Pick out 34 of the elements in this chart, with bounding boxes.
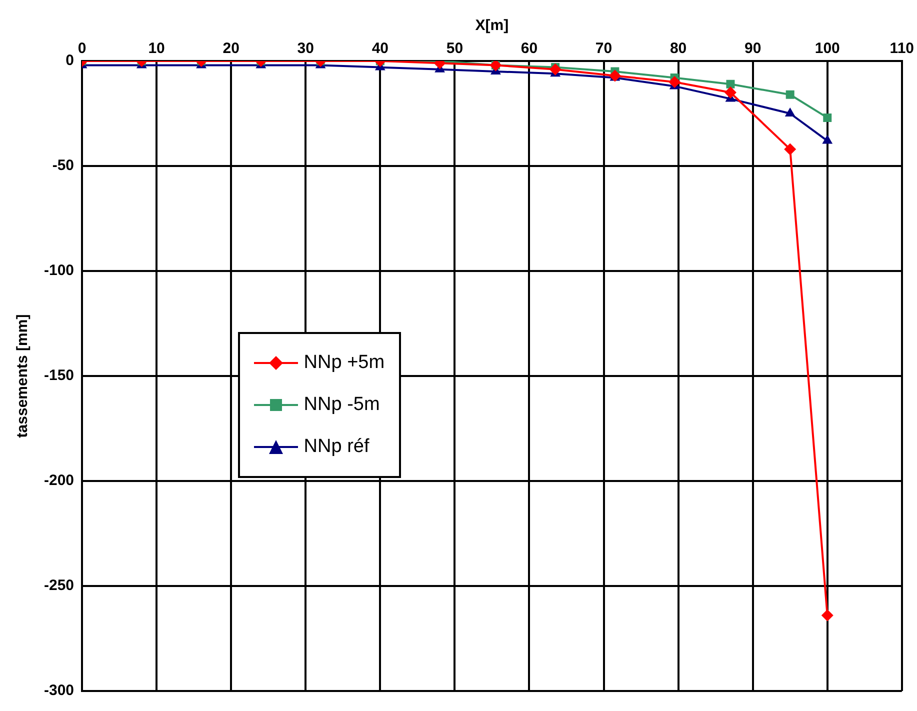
- x-tick-label: 70: [595, 40, 612, 58]
- point: [724, 86, 736, 98]
- y-axis-title: tassements [mm]: [14, 314, 32, 438]
- point: [822, 134, 833, 144]
- point: [784, 143, 796, 156]
- x-tick-label: 80: [670, 40, 687, 58]
- y-tick-label: -150: [44, 367, 74, 384]
- y-tick-label: -100: [44, 262, 74, 280]
- point: [726, 80, 735, 88]
- x-tick-label: 50: [446, 40, 464, 58]
- x-tick-label: 20: [222, 40, 240, 58]
- point: [786, 90, 794, 99]
- point: [821, 609, 834, 622]
- x-tick-label: 100: [814, 40, 840, 58]
- x-tick-label: 10: [148, 40, 165, 58]
- legend-label: NNp réf: [304, 436, 370, 458]
- y-tick-label: -250: [44, 577, 74, 594]
- y-tick-label: -50: [52, 157, 74, 174]
- x-tick-label: 40: [372, 40, 389, 58]
- x-axis-title: X[m]: [475, 17, 509, 34]
- y-tick-label: -300: [44, 682, 74, 700]
- y-tick-label: -200: [44, 472, 74, 490]
- x-tick-label: 60: [520, 40, 538, 58]
- x-tick-label: 0: [78, 40, 86, 58]
- x-tick-label: 90: [744, 40, 762, 58]
- point: [668, 76, 681, 88]
- point: [784, 108, 796, 116]
- x-tick-label: 110: [890, 40, 914, 58]
- legend-label: NNp +5m: [304, 352, 385, 374]
- y-tick-label: 0: [66, 52, 74, 70]
- point: [823, 113, 832, 122]
- point: [549, 63, 562, 76]
- x-tick-label: 30: [297, 40, 314, 58]
- legend-label: NNp -5m: [304, 394, 380, 416]
